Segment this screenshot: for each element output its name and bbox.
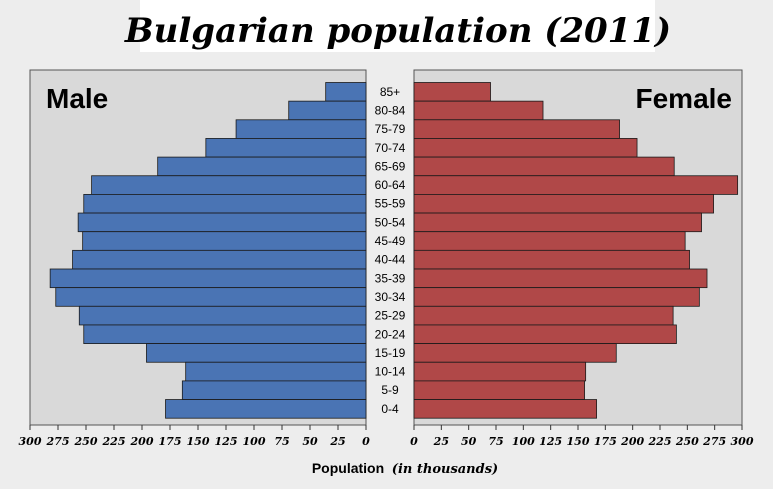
- female-tick-label: 75: [488, 435, 503, 448]
- male-tick-label: 175: [159, 435, 182, 448]
- female-tick-label: 275: [702, 435, 726, 448]
- female-bar-35-39: [413, 268, 708, 289]
- female-bar-60-64: [413, 175, 739, 195]
- age-group-label: 0-4: [381, 402, 399, 416]
- female-bar-30-34: [413, 287, 700, 307]
- male-tick-label: 300: [19, 435, 42, 448]
- male-tick-label: 125: [215, 435, 238, 448]
- male-bar-85+: [325, 82, 367, 102]
- female-tick-label: 225: [648, 435, 672, 448]
- female-bar-55-59: [413, 193, 714, 214]
- male-bar-25-29: [78, 305, 367, 326]
- female-bar-0-4: [413, 399, 597, 419]
- age-group-label: 55-59: [375, 197, 406, 211]
- age-group-label: 15-19: [375, 346, 406, 360]
- male-tick-label: 100: [243, 435, 266, 448]
- legend-male: Male: [46, 83, 108, 114]
- female-tick-label: 100: [512, 435, 535, 448]
- female-bar-5-9: [413, 380, 585, 400]
- female-bar-40-44: [413, 249, 690, 270]
- male-tick-label: 150: [187, 435, 210, 448]
- female-bar-10-14: [413, 361, 587, 382]
- female-tick-label: 0: [410, 435, 418, 448]
- male-bar-10-14: [185, 361, 367, 382]
- age-group-label: 35-39: [375, 271, 406, 285]
- male-tick-label: 50: [302, 435, 318, 448]
- female-bar-15-19: [413, 343, 617, 363]
- male-bar-40-44: [72, 249, 367, 270]
- male-tick-label: 200: [130, 435, 154, 448]
- chart-title: Bulgarian population (2011): [124, 11, 671, 51]
- female-bar-75-79: [413, 119, 620, 139]
- female-tick-label: 50: [461, 435, 477, 448]
- female-tick-label: 150: [567, 435, 590, 448]
- x-axis-label: Population: [312, 460, 384, 476]
- age-group-label: 45-49: [375, 234, 406, 248]
- age-group-label: 70-74: [375, 141, 406, 155]
- male-bar-75-79: [235, 119, 367, 139]
- male-tick-label: 75: [274, 435, 289, 448]
- female-tick-label: 25: [433, 435, 449, 448]
- female-tick-label: 300: [731, 435, 754, 448]
- male-bar-20-24: [83, 324, 367, 345]
- male-bar-70-74: [205, 138, 367, 158]
- age-group-label: 30-34: [375, 290, 406, 304]
- female-bar-45-49: [413, 231, 686, 251]
- age-group-label: 25-29: [375, 309, 406, 323]
- male-bar-5-9: [181, 380, 367, 400]
- male-bar-15-19: [146, 343, 367, 363]
- male-bar-60-64: [91, 175, 367, 195]
- age-group-label: 10-14: [375, 365, 406, 379]
- male-tick-label: 0: [362, 435, 370, 448]
- x-axis-label-note: (in thousands): [392, 462, 498, 477]
- age-group-label: 50-54: [375, 215, 406, 229]
- female-tick-label: 125: [539, 435, 562, 448]
- female-bar-85+: [413, 82, 491, 102]
- age-group-label: 80-84: [375, 103, 406, 117]
- male-bar-50-54: [77, 212, 367, 233]
- age-group-label: 20-24: [375, 327, 406, 341]
- male-tick-label: 225: [102, 435, 126, 448]
- legend-female: Female: [636, 83, 733, 114]
- age-group-label: 85+: [380, 85, 400, 99]
- female-bar-80-84: [413, 100, 544, 121]
- female-tick-label: 200: [620, 435, 644, 448]
- female-bar-20-24: [413, 324, 677, 345]
- female-bar-70-74: [413, 138, 638, 158]
- female-bar-50-54: [413, 212, 702, 233]
- age-group-label: 75-79: [375, 122, 406, 136]
- male-bar-0-4: [165, 399, 367, 419]
- male-tick-label: 250: [74, 435, 98, 448]
- female-tick-label: 175: [594, 435, 617, 448]
- male-tick-label: 275: [46, 435, 70, 448]
- male-bar-65-69: [157, 156, 367, 177]
- male-bar-55-59: [83, 193, 367, 214]
- male-bar-35-39: [49, 268, 367, 289]
- age-group-label: 60-64: [375, 178, 406, 192]
- age-group-label: 65-69: [375, 159, 406, 173]
- female-tick-label: 250: [675, 435, 699, 448]
- male-bar-80-84: [288, 100, 367, 121]
- male-tick-label: 25: [329, 435, 345, 448]
- age-group-label: 40-44: [375, 253, 406, 267]
- male-bar-30-34: [55, 287, 367, 307]
- age-group-label: 5-9: [381, 383, 399, 397]
- title-background: [140, 0, 655, 52]
- female-bar-25-29: [413, 305, 674, 326]
- female-bar-65-69: [413, 156, 675, 177]
- male-bar-45-49: [82, 231, 367, 251]
